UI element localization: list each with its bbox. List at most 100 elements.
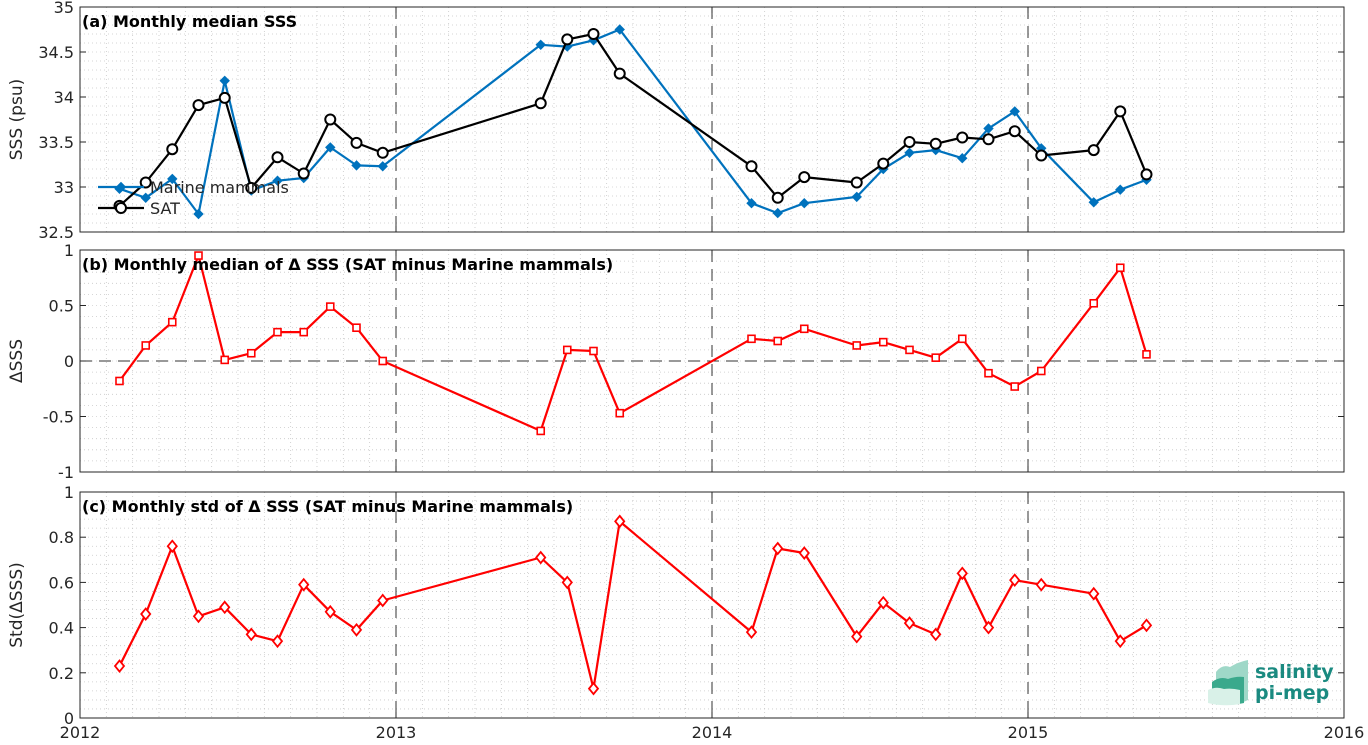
data-point	[956, 131, 969, 144]
data-point	[1114, 634, 1126, 649]
data-point	[377, 161, 388, 172]
data-point	[589, 346, 598, 356]
data-point	[561, 575, 573, 590]
data-point	[772, 541, 784, 556]
data-point	[852, 341, 862, 350]
data-point	[957, 334, 967, 344]
data-point	[1036, 366, 1046, 376]
panel-1: 32.5 33 33.5 34 34.5 35 SSS (psu) Marine mammal…	[7, 0, 1345, 242]
y-tick-label: 34	[54, 88, 74, 107]
data-point	[1088, 197, 1099, 208]
data-point	[325, 302, 335, 311]
data-point	[773, 336, 783, 346]
data-point	[1140, 618, 1153, 633]
data-point	[903, 136, 916, 148]
data-point	[271, 151, 284, 164]
data-point	[614, 24, 625, 35]
data-point	[957, 152, 968, 164]
data-point	[141, 341, 151, 350]
panel-3: 0 0.2 0.4 0.6 0.8 1 2012 2013 2014 2015 2016 Std(ΔS…	[7, 483, 1364, 742]
data-point	[799, 324, 809, 334]
x-tick-label: 2016	[1324, 723, 1365, 742]
panel-title: (c) Monthly std of Δ SSS (SAT minus Mari…	[82, 497, 573, 516]
x-tick-label: 2014	[692, 723, 733, 742]
data-point	[192, 609, 205, 624]
data-point	[903, 616, 916, 631]
legend-label: SAT	[150, 199, 180, 218]
data-point	[904, 147, 915, 159]
data-point	[982, 620, 995, 635]
panel-title: (b) Monthly median of Δ SSS (SAT minus M…	[82, 255, 613, 274]
data-point	[194, 251, 203, 260]
x-tick-label: 2012	[60, 723, 101, 742]
data-point	[1115, 184, 1126, 195]
logo-line1: salinity	[1255, 661, 1334, 683]
data-point	[378, 356, 388, 366]
data-point	[905, 345, 914, 355]
data-point	[851, 191, 862, 203]
data-point	[877, 595, 889, 610]
data-point	[166, 143, 179, 156]
data-point	[614, 514, 626, 529]
y-tick-label: 0.8	[49, 528, 74, 547]
y-tick-label: 0.2	[49, 664, 74, 683]
x-tick-label: 2015	[1008, 723, 1049, 742]
data-point	[167, 317, 177, 327]
data-point	[535, 550, 547, 565]
y-tick-label: 0	[64, 352, 74, 371]
data-point	[246, 348, 256, 358]
data-point	[297, 167, 310, 180]
series-sat	[113, 28, 1153, 212]
data-point	[220, 355, 230, 365]
data-point	[983, 123, 994, 134]
y-tick-label: 35	[54, 0, 74, 17]
data-point	[273, 327, 282, 337]
data-point	[931, 353, 941, 362]
data-point	[615, 408, 625, 418]
data-point	[956, 566, 968, 581]
data-point	[324, 113, 337, 126]
y-tick-label: 0	[64, 709, 74, 728]
logo-icon	[1208, 660, 1248, 706]
data-point	[1142, 350, 1151, 359]
legend-label: Marine mammals	[150, 178, 289, 197]
y-tick-label: 1	[64, 483, 74, 502]
data-point	[1035, 577, 1047, 592]
y-tick-label: 0.4	[49, 619, 74, 638]
data-point	[1035, 149, 1048, 162]
y-tick-label: 33.5	[38, 133, 74, 152]
data-point	[771, 191, 784, 204]
data-point	[140, 192, 151, 204]
data-point	[166, 539, 178, 554]
data-point	[325, 142, 336, 153]
data-point	[535, 39, 546, 51]
data-point	[1089, 298, 1099, 308]
data-point	[746, 197, 757, 209]
data-point	[1140, 168, 1153, 181]
data-point	[167, 173, 178, 185]
data-point	[982, 133, 995, 146]
data-point	[245, 627, 257, 642]
data-point	[878, 337, 888, 347]
data-point	[218, 91, 231, 104]
data-point	[192, 99, 205, 112]
y-tick-label: 32.5	[38, 223, 74, 242]
data-point	[1088, 586, 1100, 601]
data-point	[851, 629, 863, 644]
logo-line2: pi-mep	[1255, 682, 1329, 704]
y-tick-label: 1	[64, 241, 74, 260]
data-point	[193, 208, 204, 220]
data-point	[272, 175, 283, 186]
data-point	[351, 160, 362, 171]
y-tick-label: 0.6	[49, 573, 74, 592]
data-point	[140, 607, 152, 621]
data-point	[587, 28, 600, 40]
data-point	[1009, 106, 1020, 117]
data-point	[745, 160, 758, 173]
data-point	[219, 75, 230, 87]
data-point	[850, 176, 863, 189]
data-point	[929, 137, 942, 150]
data-point	[1114, 105, 1127, 118]
data-point	[562, 345, 572, 355]
